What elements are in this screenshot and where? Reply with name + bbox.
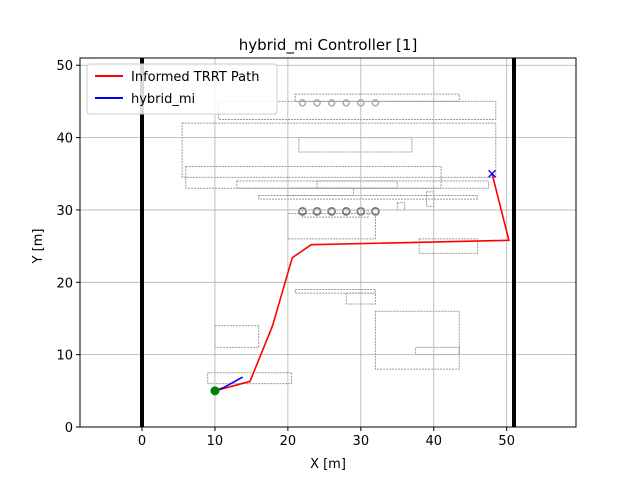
map-obstacle (316, 180, 398, 189)
map-obstacle (298, 137, 413, 153)
map-obstacle (371, 206, 380, 216)
map-obstacle (294, 93, 460, 102)
x-tick-label: 40 (425, 434, 442, 449)
map-obstacle (214, 325, 260, 348)
map-obstacle (181, 122, 497, 178)
map-obstacle (415, 346, 460, 356)
legend: Informed TRRT Path hybrid_mi (86, 63, 278, 115)
tick-layer: 0 10 20 30 40 50 0 10 20 30 40 50 (56, 59, 515, 449)
boundary-walls (140, 58, 516, 427)
map-obstacle (418, 238, 479, 254)
axes-frame (79, 57, 577, 428)
series-line-0 (214, 173, 510, 392)
map-obstacle (327, 206, 337, 216)
map-obstacle (327, 99, 336, 107)
map-obstacle (341, 206, 351, 216)
x-tick-label: 50 (498, 434, 515, 449)
y-tick-label: 50 (56, 59, 73, 74)
map-obstacle (301, 209, 369, 218)
x-tick-label: 20 (280, 434, 297, 449)
y-tick-label: 30 (56, 204, 73, 219)
x-tick-label: 10 (207, 434, 224, 449)
x-axis-label: X [m] (310, 457, 346, 472)
map-obstacle (371, 99, 380, 107)
y-tick-label: 40 (56, 132, 73, 147)
map-obstacle (287, 187, 355, 196)
map-obstacle (342, 99, 350, 107)
y-axis-label: Y [m] (31, 229, 46, 265)
map-obstacle (207, 372, 293, 385)
map-obstacle (425, 191, 435, 207)
legend-frame (86, 63, 278, 115)
chart-title: hybrid_mi Controller [1] (239, 36, 418, 55)
map-obstacle (374, 310, 460, 370)
legend-label-hybrid-mi: hybrid_mi (131, 92, 195, 107)
map-obstacle (396, 202, 406, 211)
map-obstacle (298, 206, 307, 216)
map-obstacle (236, 180, 489, 189)
map-obstacle (185, 166, 442, 189)
y-tick-label: 20 (56, 276, 73, 291)
map-obstacle (313, 99, 321, 107)
map-obstacle (312, 206, 322, 216)
legend-label-informed-trrt-path: Informed TRRT Path (131, 70, 259, 85)
marker-layer (210, 169, 497, 396)
start-marker (210, 386, 220, 396)
goal-marker (488, 169, 497, 178)
map-background (181, 93, 497, 385)
y-tick-label: 10 (56, 349, 73, 364)
map-obstacle (258, 194, 479, 200)
map-obstacle (298, 99, 307, 107)
x-tick-label: 30 (353, 434, 370, 449)
map-obstacle (294, 289, 376, 294)
x-tick-label: 0 (138, 434, 146, 449)
y-tick-label: 0 (65, 421, 73, 436)
